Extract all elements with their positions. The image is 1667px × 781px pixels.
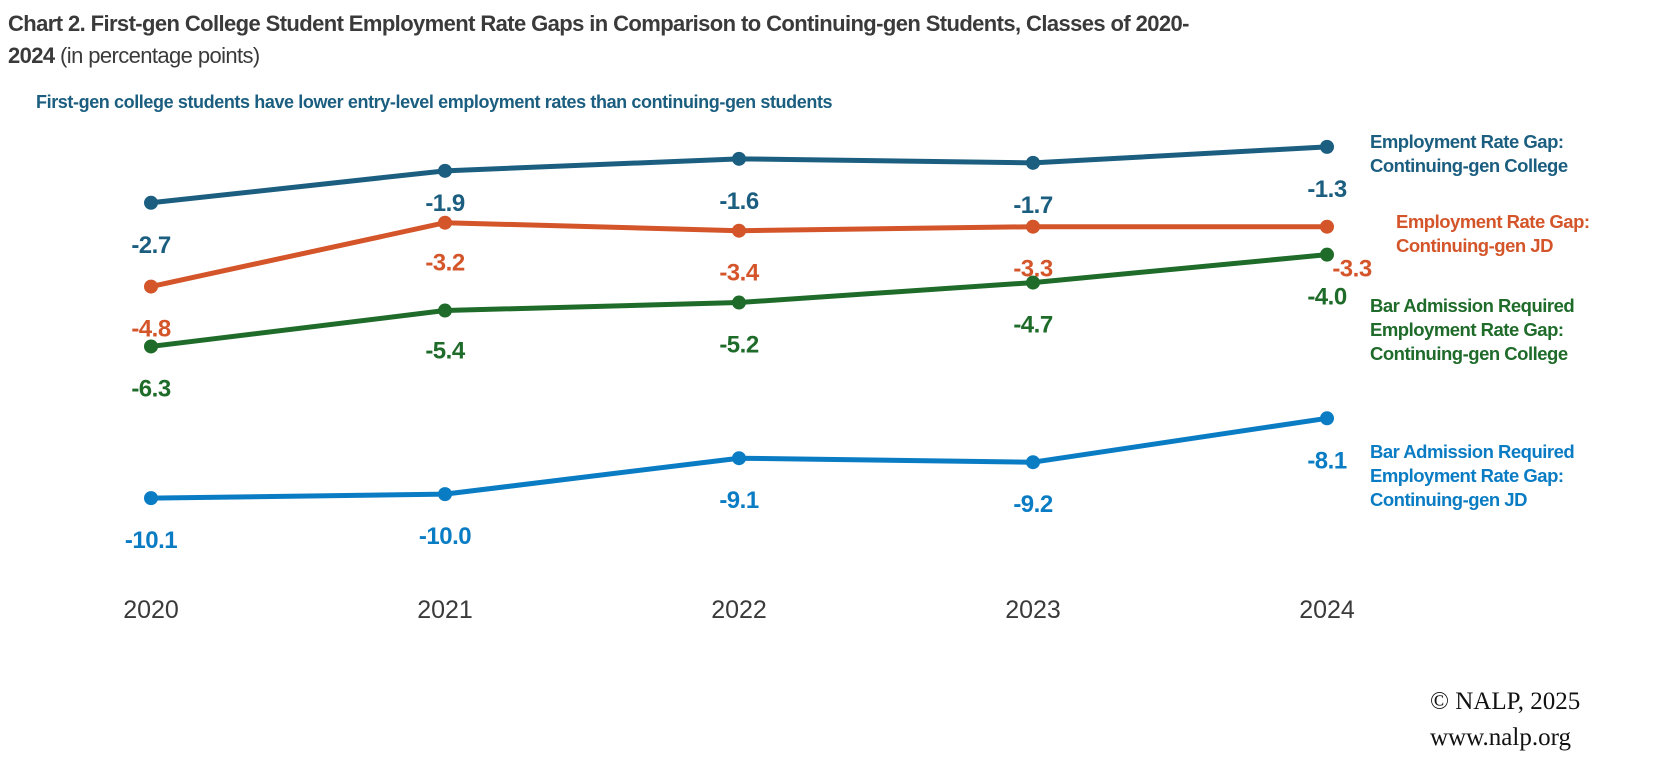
data-label: -1.7 <box>1013 192 1053 219</box>
data-point <box>144 491 158 506</box>
data-point <box>732 223 746 238</box>
series-legend-label: Continuing-gen JD <box>1370 489 1527 510</box>
x-tick-label: 2023 <box>1005 596 1061 624</box>
x-tick-label: 2021 <box>417 596 473 624</box>
chart-title-bold-line2: 2024 <box>8 43 55 68</box>
data-point <box>1026 155 1040 170</box>
series-legend-label: Bar Admission Required <box>1370 441 1574 462</box>
data-label: -3.3 <box>1332 256 1372 283</box>
data-point <box>144 195 158 210</box>
data-label: -9.2 <box>1013 491 1053 518</box>
data-point <box>732 295 746 310</box>
series-legend-label: Employment Rate Gap: <box>1370 131 1564 152</box>
data-point <box>1320 219 1334 234</box>
data-point <box>438 303 452 318</box>
data-point <box>1320 139 1334 154</box>
data-point <box>438 163 452 178</box>
series-legend-label: Employment Rate Gap: <box>1370 465 1564 486</box>
chart-title: Chart 2. First-gen College Student Emplo… <box>8 8 1408 72</box>
data-label: -10.1 <box>125 527 177 554</box>
data-point <box>732 451 746 466</box>
chart-title-suffix: (in percentage points) <box>54 43 260 68</box>
data-label: -4.8 <box>131 316 171 343</box>
data-point <box>1320 247 1334 262</box>
chart-subtitle: First-gen college students have lower en… <box>36 92 833 112</box>
data-label: -6.3 <box>131 375 171 402</box>
chart-title-bold-line1: Chart 2. First-gen College Student Emplo… <box>8 11 1189 36</box>
data-point <box>144 339 158 354</box>
data-label: -9.1 <box>719 487 759 514</box>
data-point <box>1026 455 1040 470</box>
data-point <box>144 279 158 294</box>
x-tick-label: 2022 <box>711 596 767 624</box>
x-tick-label: 2020 <box>123 596 179 624</box>
data-label: -3.2 <box>425 250 465 277</box>
copyright-text: © NALP, 2025 <box>1430 688 1581 715</box>
data-label: -2.7 <box>131 232 171 259</box>
data-point <box>1320 411 1334 426</box>
data-label: -1.6 <box>719 188 759 215</box>
data-label: -10.0 <box>419 523 471 550</box>
data-label: -5.2 <box>719 332 759 359</box>
data-label: -4.0 <box>1307 284 1347 311</box>
data-label: -4.7 <box>1013 312 1053 339</box>
data-point <box>1026 219 1040 234</box>
data-label: -8.1 <box>1307 447 1347 474</box>
series-legend-label: Bar Admission Required <box>1370 295 1574 316</box>
series-legend-label: Employment Rate Gap: <box>1370 319 1564 340</box>
data-point <box>438 487 452 502</box>
website-url: www.nalp.org <box>1430 724 1571 751</box>
data-label: -3.4 <box>719 260 760 287</box>
series-legend-label: Continuing-gen JD <box>1396 235 1553 256</box>
data-label: -5.4 <box>425 338 466 365</box>
data-point <box>438 215 452 230</box>
data-label: -1.3 <box>1307 176 1347 203</box>
data-label: -1.9 <box>425 190 465 217</box>
data-point <box>732 151 746 166</box>
series-legend-label: Continuing-gen College <box>1370 155 1568 176</box>
series-legend-label: Employment Rate Gap: <box>1396 211 1590 232</box>
copyright-footer: © NALP, 2025 www.nalp.org <box>1430 684 1580 756</box>
x-tick-label: 2024 <box>1299 596 1355 624</box>
series-legend-label: Continuing-gen College <box>1370 343 1568 364</box>
data-point <box>1026 275 1040 290</box>
